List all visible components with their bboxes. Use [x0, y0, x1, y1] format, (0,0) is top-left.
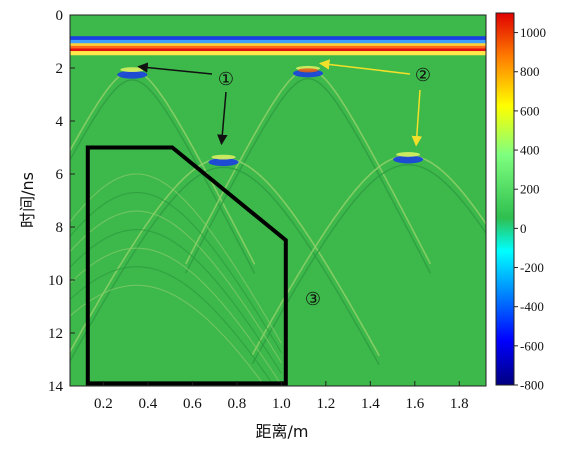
x-tick-label-2: 0.6 [183, 396, 202, 412]
direct-wave-stripe-2 [70, 43, 486, 47]
annotation-label-3: ③ [305, 289, 321, 310]
colorbar-tick-label-8: -600 [520, 338, 544, 353]
colorbar-tick-label-6: -200 [520, 260, 544, 275]
hyperbola-reflections [70, 65, 486, 386]
y-axis-label: 时间/ns [18, 172, 37, 228]
hyperbola-0-apex-yellow [120, 67, 145, 73]
hyperbola-1 [184, 65, 432, 274]
colorbar-tick-label-3: 400 [520, 143, 540, 158]
x-tick-label-8: 1.8 [450, 396, 469, 412]
plot-frame [69, 14, 487, 387]
annotation-arrow-2b [411, 89, 423, 147]
annotation-arrow-2a [318, 59, 411, 75]
x-tick-label-7: 1.6 [405, 396, 424, 412]
colorbar-tick-label-0: 1000 [520, 25, 546, 40]
region-3-outline [85, 145, 288, 386]
colorbar-tick-label-7: -400 [520, 299, 544, 314]
colorbar [495, 12, 515, 386]
annotation-arrows [137, 59, 423, 147]
direct-wave-stripe-0 [70, 36, 486, 41]
x-tick-label-3: 0.8 [227, 396, 246, 412]
annotation-arrow-1a [137, 62, 213, 75]
x-tick-label-6: 1.4 [361, 396, 380, 412]
hyperbola-2-apex-yellow [211, 154, 236, 160]
x-tick-label-5: 1.2 [316, 396, 335, 412]
x-axis-label: 距离/m [256, 422, 309, 441]
hyperbola-3-apex-blue [393, 155, 424, 164]
y-tick-label-0: 0 [56, 8, 64, 24]
hyperbola-0-bright [70, 69, 256, 265]
multiple-reflection-2 [70, 210, 282, 363]
multiple-reflection-6 [70, 284, 266, 386]
annotation-label-1: ① [218, 69, 234, 90]
hyperbola-3-dark [251, 163, 486, 365]
annotation-label-2: ② [415, 65, 431, 86]
annotation-arrow-1b [217, 91, 228, 146]
hyperbola-1-apex-orange [298, 68, 319, 73]
colorbar-tick-label-1: 800 [520, 64, 540, 79]
colorbar-tick-label-5: 0 [520, 221, 527, 236]
hyperbola-0-dark [70, 79, 256, 274]
colorbar-tick-label-9: -800 [520, 378, 544, 393]
y-tick-label-7: 14 [48, 379, 64, 395]
x-tick-label-0: 0.2 [94, 396, 113, 412]
hyperbola-1-dark [185, 77, 432, 274]
x-tick-label-1: 0.4 [138, 396, 157, 412]
hyperbola-2 [70, 154, 380, 366]
y-axis: 0 2 4 6 8 10 12 14 [48, 8, 75, 395]
colorbar-tick-label-2: 600 [520, 103, 540, 118]
direct-wave-stripe-4 [70, 48, 486, 52]
y-tick-label-5: 10 [48, 273, 63, 289]
hyperbola-3-bright [251, 154, 486, 355]
y-tick-label-3: 6 [56, 167, 64, 183]
colorbar-ticks: 1000 800 600 400 200 0 -200 -400 -600 -800 [514, 25, 546, 393]
direct-wave-stripe-3 [70, 45, 486, 49]
x-tick-label-4: 1.0 [272, 396, 291, 412]
multiple-reflection-5 [70, 266, 275, 386]
hyperbola-3 [251, 152, 486, 365]
multiple-reflection-4 [70, 247, 282, 386]
hyperbola-2-apex-blue [208, 158, 239, 167]
y-tick-label-1: 2 [56, 61, 64, 77]
multiple-reflection-3 [70, 229, 282, 374]
hyperbola-3-apex-yellow [396, 152, 421, 157]
hyperbola-2-dark [70, 166, 380, 366]
x-axis: 0.2 0.4 0.6 0.8 1.0 1.2 1.4 1.6 1.8 [94, 381, 469, 412]
y-tick-label-2: 4 [56, 114, 64, 130]
y-tick-label-4: 8 [56, 220, 64, 236]
direct-wave-stripe-1 [70, 39, 486, 44]
heatmap-plot-area [70, 15, 486, 386]
direct-wave-stripe-5 [70, 51, 486, 56]
multiple-reflection-0 [70, 173, 282, 344]
y-tick-label-6: 12 [48, 326, 63, 342]
colorbar-tick-label-4: 200 [520, 182, 540, 197]
multiple-reflection-1 [70, 192, 282, 353]
direct-wave-band [70, 36, 486, 56]
